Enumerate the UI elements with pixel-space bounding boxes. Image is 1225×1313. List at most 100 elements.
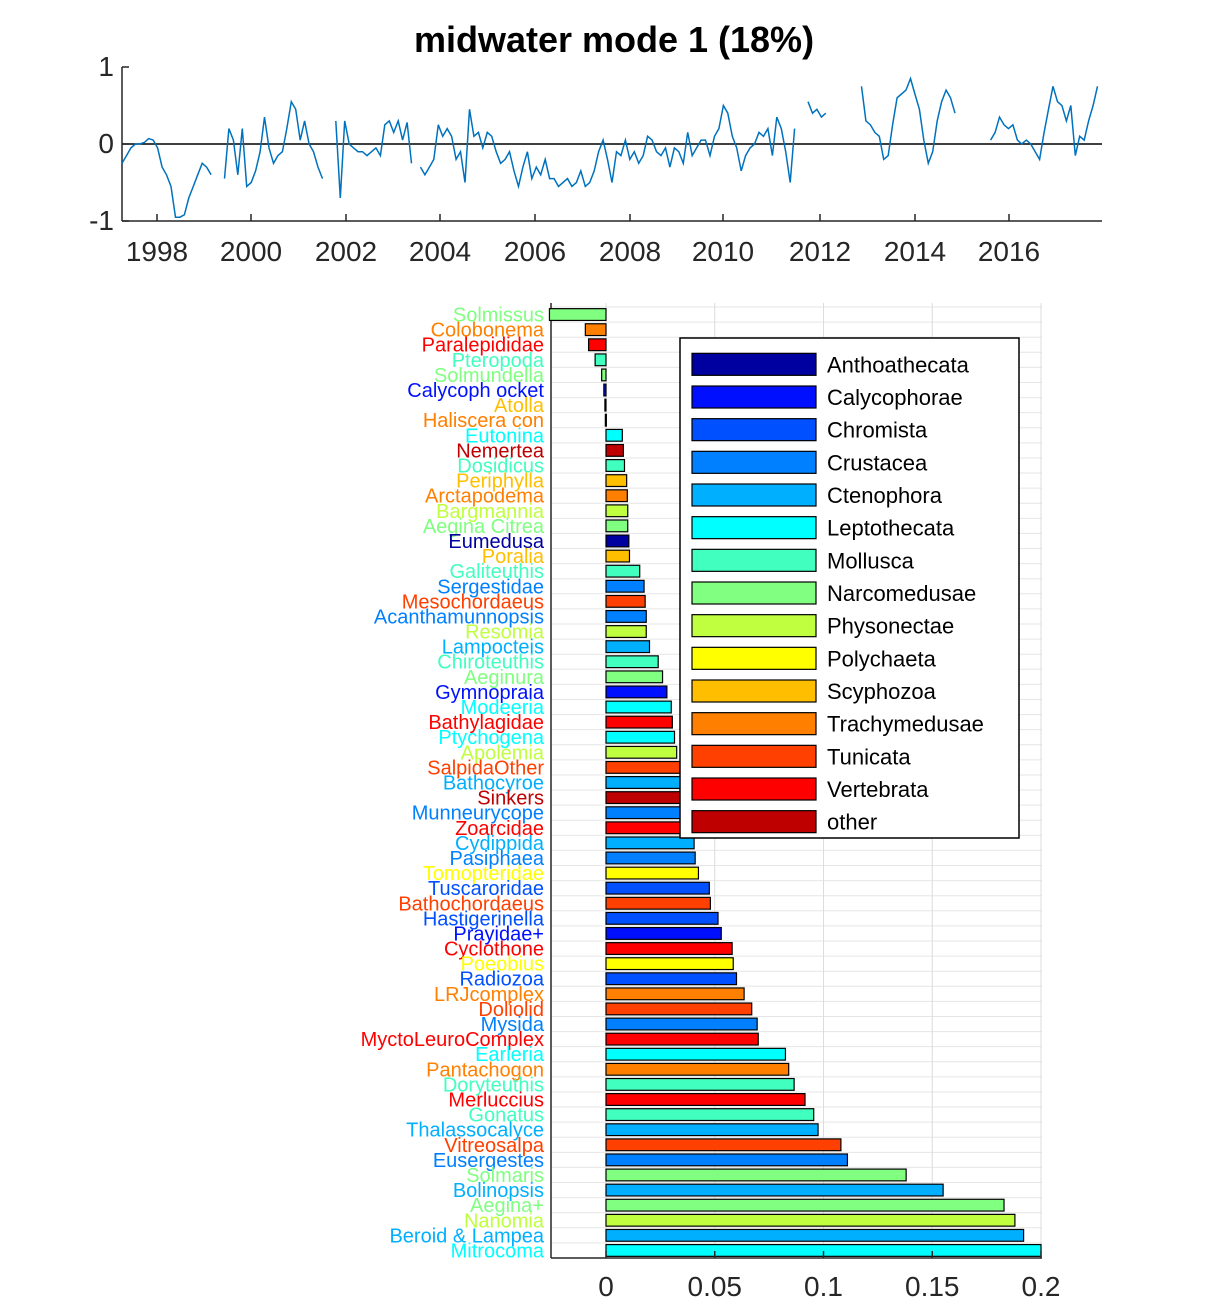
bar bbox=[605, 428, 623, 442]
bar-label: Poeobius bbox=[461, 954, 544, 976]
legend-swatch bbox=[691, 679, 817, 703]
bar bbox=[605, 836, 695, 850]
legend-entry: Ctenophora bbox=[827, 483, 943, 508]
bar-label: Galiteuthis bbox=[450, 561, 545, 583]
x-tick-label: 2012 bbox=[789, 236, 851, 267]
bar bbox=[605, 745, 678, 759]
bar-label: Merluccius bbox=[448, 1090, 544, 1112]
bar bbox=[605, 625, 647, 639]
legend-entry: Tunicata bbox=[827, 744, 911, 769]
bar-label: Arctapodema bbox=[425, 486, 545, 508]
bar-label: Gymnopraia bbox=[435, 682, 545, 704]
bar bbox=[605, 911, 719, 925]
bar-panel: SolmissusColobonemaParalepididaePteropod… bbox=[361, 303, 1061, 1302]
bar-label: Vitreosalpa bbox=[444, 1135, 545, 1157]
x-tick-label: 0.2 bbox=[1022, 1271, 1061, 1302]
legend-swatch bbox=[691, 352, 817, 376]
bar-label: Aegina+ bbox=[470, 1195, 544, 1217]
bar-label: SalpidaOther bbox=[427, 757, 544, 779]
bar-label: Nemertea bbox=[456, 440, 545, 462]
bar-label: Bargmannia bbox=[436, 501, 545, 523]
bar bbox=[605, 1123, 819, 1137]
bar bbox=[605, 866, 700, 880]
bar-label: Gonatus bbox=[468, 1105, 544, 1127]
bar-label: Sergestidae bbox=[437, 576, 544, 598]
bar bbox=[604, 398, 607, 412]
legend-swatch bbox=[691, 777, 817, 801]
bar-label: Hastigerinella bbox=[423, 908, 545, 930]
bar-label: Doliolid bbox=[478, 999, 544, 1021]
bar-label: Bathylagidae bbox=[428, 712, 544, 734]
bar-label: Cydippida bbox=[455, 833, 545, 855]
bar-label: Solmissus bbox=[453, 305, 544, 327]
bar bbox=[605, 1002, 753, 1016]
legend-entry: Anthoathecata bbox=[827, 352, 970, 377]
series-line bbox=[335, 118, 413, 198]
bar-label: Sinkers bbox=[477, 788, 544, 810]
series-line bbox=[419, 103, 796, 190]
bar-label: MyctoLeuroComplex bbox=[361, 1029, 544, 1051]
bar bbox=[605, 594, 646, 608]
bar bbox=[605, 987, 745, 1001]
bar-label: Tuscaroridae bbox=[428, 878, 544, 900]
bar bbox=[601, 368, 607, 382]
bar bbox=[605, 715, 673, 729]
x-tick-label: 2008 bbox=[599, 236, 661, 267]
y-tick-label: -1 bbox=[89, 205, 114, 236]
bar-label: Periphylla bbox=[456, 471, 545, 493]
bar bbox=[605, 1108, 815, 1122]
bar bbox=[605, 942, 733, 956]
x-tick-label: 2006 bbox=[504, 236, 566, 267]
bar bbox=[584, 323, 607, 337]
bar-label: Resomia bbox=[465, 622, 545, 644]
bar bbox=[605, 957, 734, 971]
bar-label: Nanomia bbox=[464, 1210, 545, 1232]
bar-label: Chiroteuthis bbox=[437, 652, 544, 674]
bar bbox=[605, 806, 685, 820]
bar bbox=[605, 1077, 795, 1091]
bar bbox=[605, 685, 668, 699]
bar bbox=[605, 474, 628, 488]
bar bbox=[603, 383, 607, 397]
series-line bbox=[860, 76, 956, 167]
bar-label: Eutonina bbox=[465, 425, 545, 447]
timeseries-panel: midwater mode 1 (18%) 1998 2000 2002 2004 20… bbox=[89, 19, 1102, 267]
bar bbox=[605, 655, 659, 669]
bar-label: Colobonema bbox=[431, 320, 545, 342]
bar-label: Solmaris bbox=[466, 1165, 544, 1187]
series-line bbox=[807, 101, 827, 119]
bar bbox=[605, 896, 712, 910]
y-tick-label: 1 bbox=[98, 51, 114, 82]
legend-swatch bbox=[691, 646, 817, 670]
legend-entry: Physonectae bbox=[827, 614, 954, 639]
bar-label: Beroid & Lampea bbox=[389, 1225, 544, 1247]
bar-label: LRJcomplex bbox=[434, 984, 544, 1006]
x-tick-label: 1998 bbox=[126, 236, 188, 267]
bar-label: Bathocyroe bbox=[443, 773, 544, 795]
bar bbox=[605, 504, 629, 518]
legend-entry: Polychaeta bbox=[827, 646, 937, 671]
bar bbox=[605, 609, 647, 623]
bar bbox=[605, 1093, 806, 1106]
legend-swatch bbox=[691, 385, 817, 409]
legend: Anthoathecata Calycophorae Chromista Crusta… bbox=[679, 337, 1020, 839]
bar bbox=[605, 1032, 759, 1046]
bar-label: Calycoph ocket bbox=[407, 380, 544, 402]
bar-label: Solmundella bbox=[434, 365, 545, 387]
bar-label: Acanthamunnopsis bbox=[374, 606, 544, 628]
bar-label: Apolemia bbox=[461, 742, 545, 764]
x-tick-label: 2002 bbox=[315, 236, 377, 267]
legend-entry: other bbox=[827, 810, 877, 835]
bar bbox=[605, 670, 664, 684]
legend-swatch bbox=[691, 712, 817, 736]
timeseries-axes: 1998 2000 2002 2004 2006 2008 2010 2012 2014 2016… bbox=[89, 51, 1102, 267]
bar bbox=[605, 1047, 787, 1061]
legend-entry: Crustacea bbox=[827, 450, 928, 475]
x-tick-label: 2004 bbox=[409, 236, 471, 267]
bar bbox=[605, 700, 672, 714]
bar-label: Zoarcidae bbox=[455, 818, 544, 840]
bar bbox=[605, 443, 624, 457]
bar bbox=[605, 534, 630, 548]
x-tick-label: 2010 bbox=[692, 236, 754, 267]
bar-marks bbox=[548, 308, 1042, 1257]
